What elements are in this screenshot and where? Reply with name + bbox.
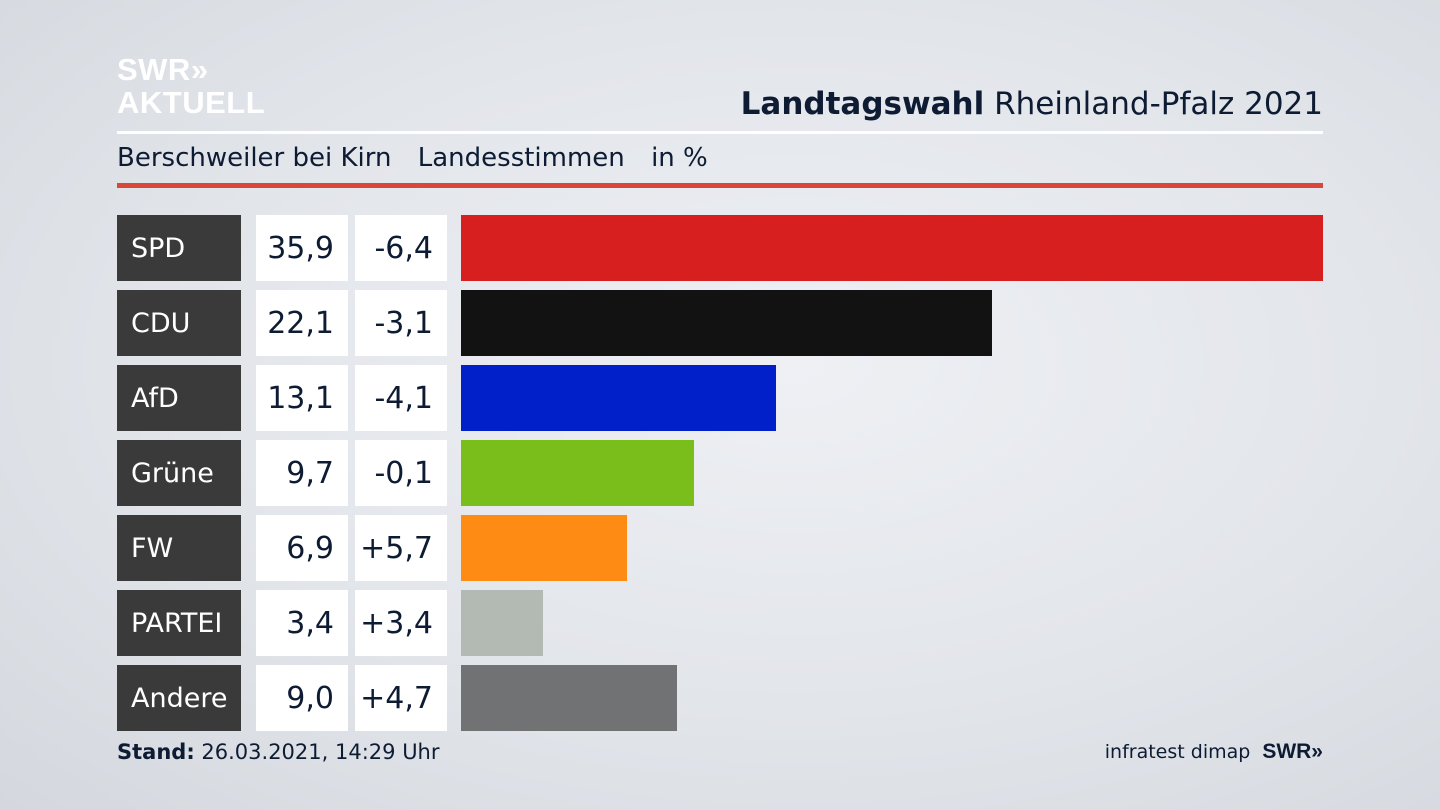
stand-label: Stand: [117, 740, 195, 764]
result-row: FW 6,9 +5,7 [117, 515, 1323, 581]
chart-title: Landtagswahl Rheinland-Pfalz 2021 [741, 86, 1323, 122]
bar [461, 665, 677, 731]
result-row: CDU 22,1 -3,1 [117, 290, 1323, 356]
title-rest: Rheinland-Pfalz 2021 [994, 86, 1323, 122]
result-row: PARTEI 3,4 +3,4 [117, 590, 1323, 656]
location-label: Berschweiler bei Kirn [117, 143, 392, 173]
change-label: -0,1 [355, 440, 447, 506]
value-label: 35,9 [256, 215, 348, 281]
party-label: AfD [117, 365, 241, 431]
change-label: -4,1 [355, 365, 447, 431]
value-label: 22,1 [256, 290, 348, 356]
change-label: +4,7 [355, 665, 447, 731]
party-label: FW [117, 515, 241, 581]
chart-subtitle: Berschweiler bei Kirn Landesstimmen in % [117, 143, 726, 173]
value-label: 13,1 [256, 365, 348, 431]
change-label: +3,4 [355, 590, 447, 656]
party-label: PARTEI [117, 590, 241, 656]
header-divider [117, 131, 1323, 134]
result-row: Andere 9,0 +4,7 [117, 665, 1323, 731]
vote-type-label: Landesstimmen [417, 143, 625, 173]
value-label: 9,0 [256, 665, 348, 731]
change-label: -6,4 [355, 215, 447, 281]
party-label: Grüne [117, 440, 241, 506]
source-credit: infratest dimap SWR» [1105, 740, 1323, 764]
accent-divider [117, 183, 1323, 188]
swr-aktuell-logo: SWR» AKTUELL [117, 54, 265, 120]
value-label: 3,4 [256, 590, 348, 656]
party-label: SPD [117, 215, 241, 281]
change-label: +5,7 [355, 515, 447, 581]
result-row: AfD 13,1 -4,1 [117, 365, 1323, 431]
bar [461, 515, 627, 581]
value-label: 6,9 [256, 515, 348, 581]
stand-value: 26.03.2021, 14:29 Uhr [201, 740, 440, 764]
party-label: Andere [117, 665, 241, 731]
bar [461, 215, 1323, 281]
change-label: -3,1 [355, 290, 447, 356]
bar [461, 440, 694, 506]
unit-label: in % [651, 143, 708, 173]
value-label: 9,7 [256, 440, 348, 506]
source-label: infratest dimap [1104, 741, 1251, 763]
timestamp: Stand: 26.03.2021, 14:29 Uhr [117, 740, 440, 764]
result-row: Grüne 9,7 -0,1 [117, 440, 1323, 506]
title-bold: Landtagswahl [740, 86, 985, 122]
party-label: CDU [117, 290, 241, 356]
result-row: SPD 35,9 -6,4 [117, 215, 1323, 281]
swr-footer-logo: SWR» [1262, 740, 1323, 763]
bar [461, 290, 992, 356]
bar [461, 365, 776, 431]
logo-line-2: AKTUELL [117, 85, 266, 120]
bar [461, 590, 543, 656]
logo-line-1: SWR» [117, 52, 209, 87]
